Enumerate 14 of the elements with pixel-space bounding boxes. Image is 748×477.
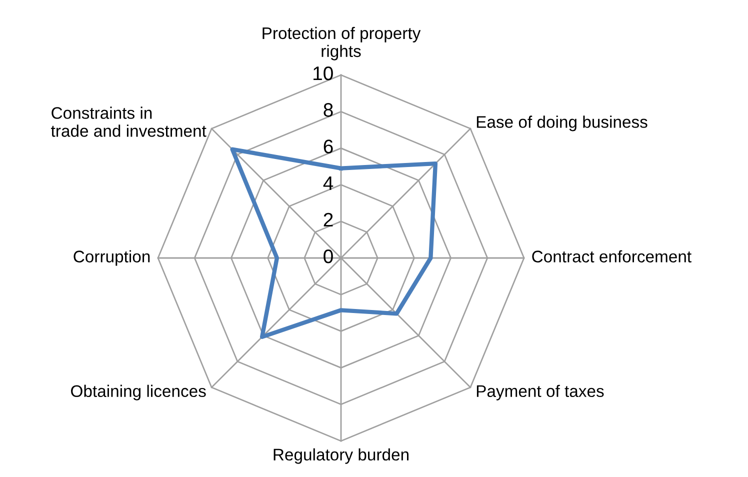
spoke-label: Contract enforcement	[532, 250, 692, 262]
y-tick-label: 10	[314, 66, 333, 80]
spoke-label: Constraints in trade and investment	[51, 106, 206, 137]
spoke-label: Protection of property rights	[262, 26, 421, 60]
spoke-label: Regulatory burden	[274, 448, 408, 464]
y-tick-label: 4	[323, 176, 334, 190]
y-tick-label: 0	[324, 249, 333, 264]
y-tick-label: 8	[324, 103, 333, 117]
y-tick-label: 6	[324, 140, 333, 154]
spoke-label: Payment of taxes	[476, 384, 604, 400]
y-tick-label: 2	[324, 212, 333, 226]
spoke-label: Obtaining licences	[71, 384, 206, 400]
spoke-label: Corruption	[74, 250, 150, 266]
spoke-label: Ease of doing business	[476, 116, 648, 132]
